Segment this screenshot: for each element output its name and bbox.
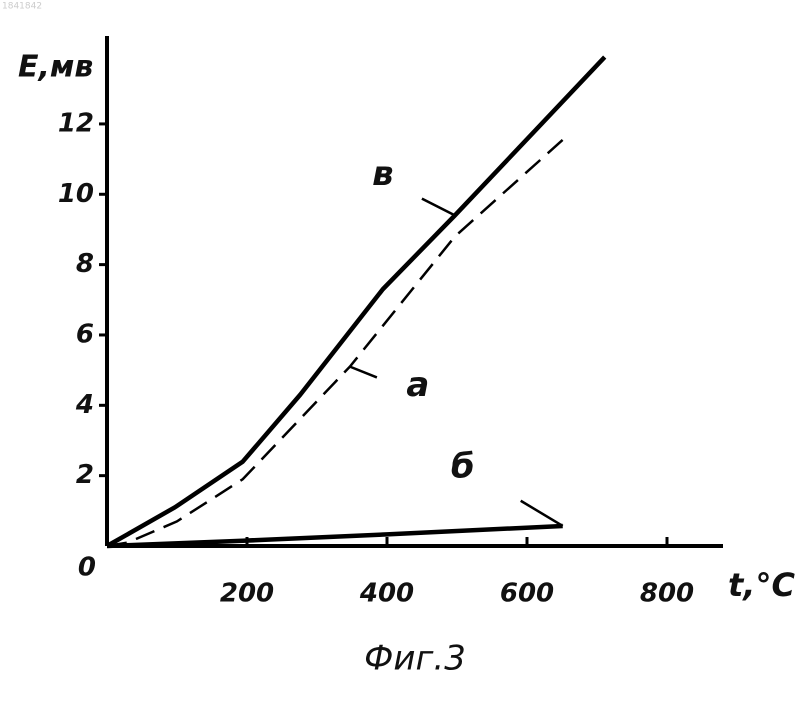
leader-line: [350, 367, 377, 378]
leader-line: [422, 199, 455, 216]
caption: Фиг.3: [364, 639, 466, 679]
x-tick-label: 800: [640, 579, 694, 609]
chart: 1841842 Фиг.3 E,мв t,°C 0 2 4 6 8 10 12 200 400 6…: [0, 0, 800, 704]
document-id: 1841842: [2, 2, 42, 12]
y-tick-label: 0: [78, 553, 96, 583]
series-line: [107, 57, 605, 546]
series-label: в: [372, 154, 394, 194]
y-tick-label: 10: [58, 179, 94, 209]
y-axis-label: E,мв: [18, 50, 93, 85]
y-tick-label: 4: [75, 390, 94, 420]
series-label: а: [406, 365, 429, 405]
series-label: б: [451, 446, 475, 486]
series-line: [107, 138, 565, 546]
x-tick-label: 600: [500, 579, 554, 609]
leader-line: [521, 501, 563, 526]
y-tick-label: 8: [76, 249, 94, 279]
x-tick-label: 200: [220, 579, 274, 609]
y-tick-label: 6: [76, 319, 94, 349]
series-line: [107, 526, 563, 546]
y-tick-label: 2: [76, 460, 94, 490]
x-axis-label: t,°C: [728, 566, 795, 604]
x-tick-label: 400: [359, 579, 414, 609]
y-tick-label: 12: [58, 108, 94, 138]
